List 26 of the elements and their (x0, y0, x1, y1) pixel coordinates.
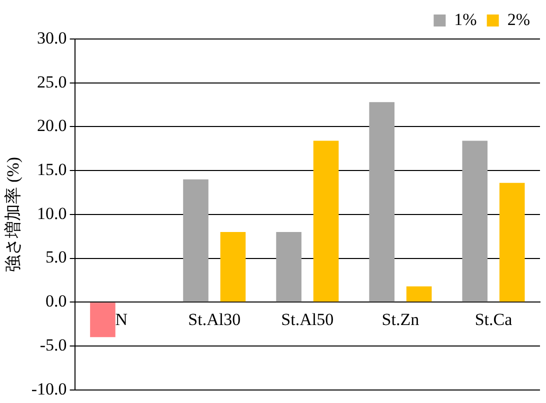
y-tick-label: 5.0 (46, 248, 67, 267)
y-tick-label: -5.0 (40, 335, 67, 354)
legend-label: 2% (507, 10, 530, 29)
bar (183, 179, 208, 302)
y-tick-label: 30.0 (37, 28, 67, 48)
bar (90, 302, 116, 338)
bar (369, 102, 394, 302)
x-tick-label: St.Al50 (281, 310, 334, 329)
legend-label: 1% (454, 10, 477, 29)
y-axis-title: 強さ増加率 (%) (4, 157, 23, 272)
bar (406, 286, 432, 302)
bar (220, 232, 246, 302)
bar (313, 140, 339, 302)
bar (462, 140, 488, 302)
y-tick-label: 25.0 (37, 72, 67, 92)
y-tick-label: 0.0 (46, 292, 67, 311)
bar (499, 182, 525, 302)
y-tick-label: 10.0 (37, 204, 67, 223)
x-tick-label: N (115, 310, 128, 329)
y-tick-label: 15.0 (37, 160, 67, 180)
x-tick-label: St.Zn (382, 310, 420, 329)
x-tick-label: St.Ca (474, 310, 513, 329)
y-tick-label: -10.0 (31, 379, 67, 398)
bar (276, 232, 302, 302)
y-tick-label: 20.0 (37, 116, 67, 136)
x-tick-label: St.Al30 (188, 310, 241, 329)
